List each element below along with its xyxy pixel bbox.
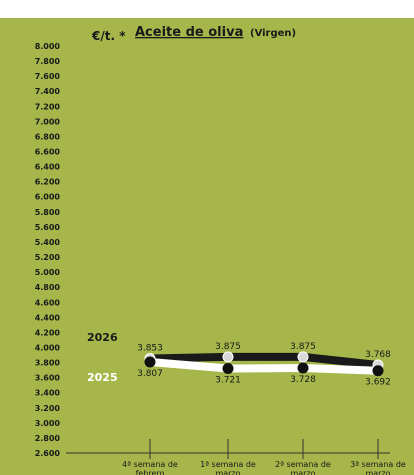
y-tick-label: 5.000 (35, 268, 61, 277)
x-tick-label-line2: marzo (215, 469, 240, 475)
y-tick-label: 5.400 (35, 238, 61, 247)
series-name-2025: 2025 (87, 371, 118, 384)
y-tick-label: 5.600 (35, 223, 61, 232)
y-tick-label: 3.400 (35, 389, 61, 398)
x-tick-label-line2: marzo (365, 469, 390, 475)
data-point-2025 (144, 356, 156, 368)
y-tick-label: 3.800 (35, 359, 61, 368)
data-label-2026: 3.875 (215, 342, 241, 352)
data-label-2026: 3.853 (137, 344, 163, 354)
y-tick-label: 4.200 (35, 328, 61, 337)
y-tick-label: 6.800 (35, 132, 61, 141)
y-tick-label: 3.000 (35, 419, 61, 428)
data-label-2026: 3.768 (365, 350, 391, 360)
x-tick-label: 3ª semana de (350, 460, 406, 469)
x-tick-label: 2ª semana de (275, 460, 331, 469)
y-tick-label: 2.800 (35, 434, 61, 443)
y-tick-label: 4.000 (35, 343, 61, 352)
y-tick-label: 7.600 (35, 72, 61, 81)
series-name-2026: 2026 (87, 331, 118, 344)
y-tick-label: 6.000 (35, 193, 61, 202)
data-point-2025 (297, 362, 309, 374)
x-tick-label: 1ª semana de (200, 460, 256, 469)
chart-title: Aceite de oliva (135, 25, 243, 40)
y-tick-label: 4.400 (35, 313, 61, 322)
data-label-2025: 3.692 (365, 378, 391, 388)
y-tick-label: 5.800 (35, 208, 61, 217)
x-tick-label-line2: marzo (290, 469, 315, 475)
y-tick-label: 2.600 (35, 449, 61, 458)
series-line-2025 (146, 358, 382, 375)
data-point-2025 (222, 363, 234, 375)
y-tick-label: 3.600 (35, 374, 61, 383)
chart-panel (0, 18, 414, 475)
data-label-2025: 3.721 (215, 376, 241, 386)
y-tick-label: 5.200 (35, 253, 61, 262)
y-tick-label: 7.000 (35, 117, 61, 126)
data-point-2026 (222, 351, 234, 363)
series-layer: 3.853 3.875 3.875 3.768 2026 3.807 3.721 3.728 3… (87, 331, 391, 388)
y-tick-label: 6.200 (35, 178, 61, 187)
y-tick-label: 6.400 (35, 163, 61, 172)
y-tick-label: 3.200 (35, 404, 61, 413)
y-tick-label: 4.800 (35, 283, 61, 292)
y-tick-label: 7.200 (35, 102, 61, 111)
y-tick-label: 4.600 (35, 298, 61, 307)
y-tick-label: 6.600 (35, 148, 61, 157)
data-label-2025: 3.728 (290, 375, 316, 385)
y-tick-label: 7.400 (35, 87, 61, 96)
unit-label: €/t. * (91, 29, 126, 43)
series-line-2026 (146, 352, 382, 369)
data-point-2026 (297, 351, 309, 363)
data-label-2026: 3.875 (290, 342, 316, 352)
x-tick-label-line2: febrero (136, 469, 165, 475)
chart-title-suffix: (Virgen) (250, 28, 296, 39)
y-tick-label: 7.800 (35, 57, 61, 66)
x-tick-label: 4ª semana de (122, 460, 178, 469)
data-point-2025 (372, 365, 384, 377)
y-axis-ticks: 8.000 7.800 7.600 7.400 7.200 7.000 6.800 6.600… (35, 42, 61, 458)
y-tick-label: 8.000 (35, 42, 61, 51)
data-label-2025: 3.807 (137, 369, 163, 379)
